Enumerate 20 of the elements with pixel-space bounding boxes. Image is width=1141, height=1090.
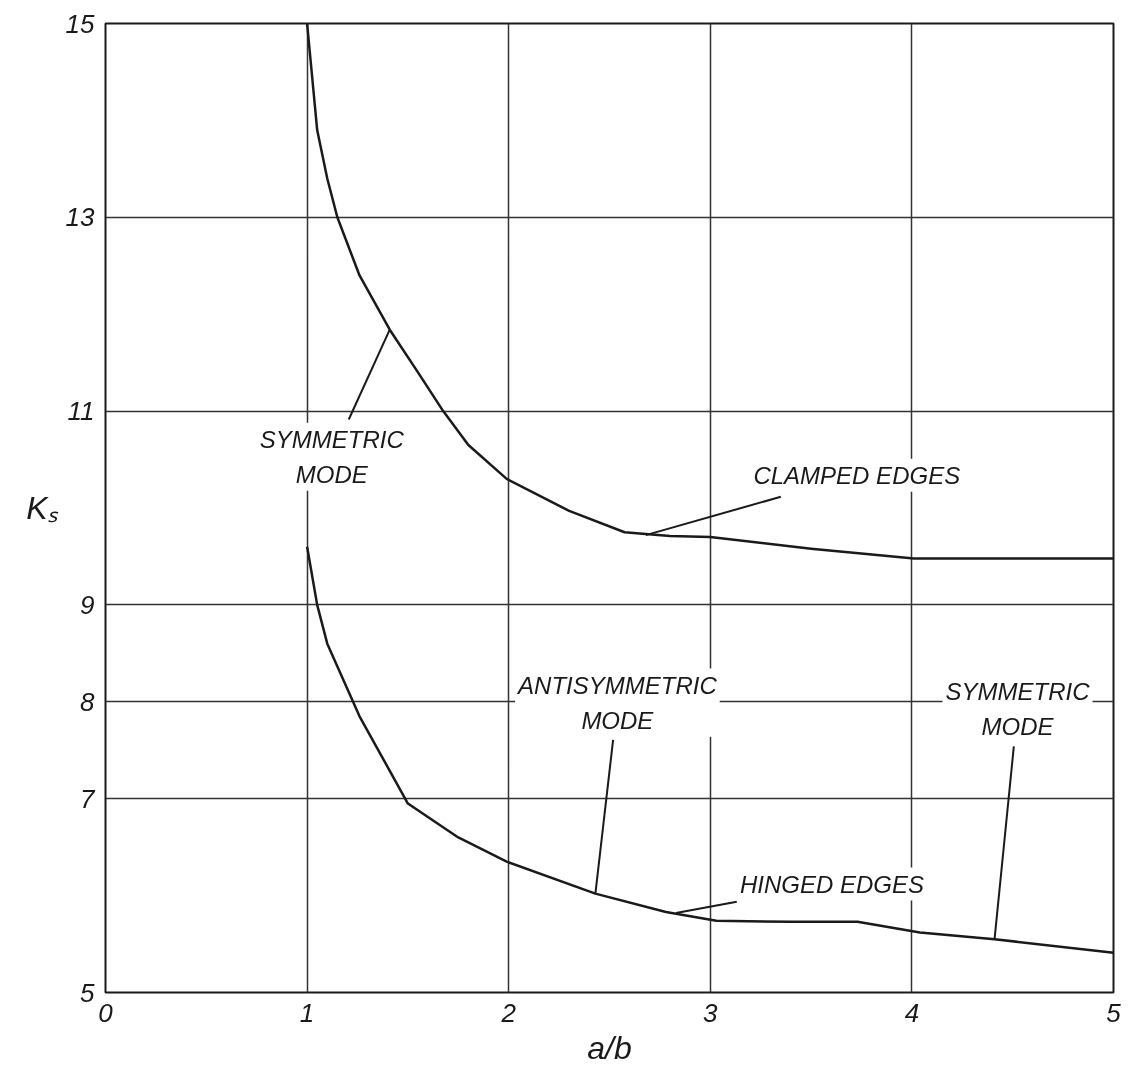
x-tick-label: 2 — [500, 997, 517, 1028]
x-tick-label: 4 — [904, 997, 920, 1028]
y-tick-label: 9 — [80, 589, 95, 620]
annotation: CLAMPED EDGES — [753, 461, 961, 489]
y-tick-label: 11 — [67, 396, 95, 427]
y-axis-title: Kₛ — [26, 490, 59, 526]
x-axis-title: a/b — [587, 1029, 632, 1066]
annotation: ANTISYMMETRIC MODE — [516, 671, 718, 734]
x-tick-label: 1 — [299, 997, 315, 1028]
y-tick-label: 15 — [65, 8, 96, 39]
y-tick-label: 8 — [80, 686, 96, 717]
x-tick-label: 5 — [1106, 997, 1122, 1028]
x-tick-label: 3 — [703, 997, 719, 1028]
y-tick-label: 5 — [80, 977, 96, 1008]
annotation: HINGED EDGES — [740, 870, 925, 898]
annotation: SYMMETRIC MODE — [945, 678, 1091, 741]
y-tick-label: 7 — [80, 783, 97, 814]
x-tick-label: 0 — [98, 997, 114, 1028]
y-tick-label: 13 — [65, 202, 96, 233]
annotation: SYMMETRIC MODE — [259, 425, 405, 488]
